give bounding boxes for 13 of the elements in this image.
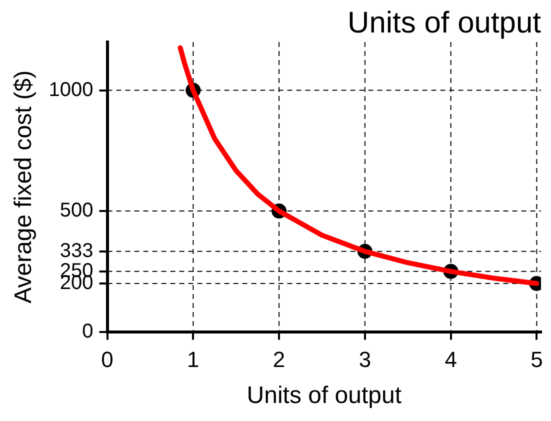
x-axis-title: Units of output <box>246 382 402 410</box>
y-tick-label: 1000 <box>48 78 94 101</box>
y-tick-label: 0 <box>82 320 94 342</box>
x-tick-label: 5 <box>530 347 543 372</box>
y-tick-label: 500 <box>60 200 94 222</box>
x-tick-label: 3 <box>358 347 372 372</box>
x-tick-label: 0 <box>101 347 114 372</box>
x-tick-label: 2 <box>272 347 286 372</box>
y-axis-title: Average fixed cost ($) <box>10 70 38 304</box>
x-tick-label: 4 <box>444 347 457 372</box>
y-tick-label: 333 <box>60 240 94 262</box>
chart-title: Units of output <box>348 6 542 40</box>
x-tick-label: 1 <box>187 347 200 372</box>
